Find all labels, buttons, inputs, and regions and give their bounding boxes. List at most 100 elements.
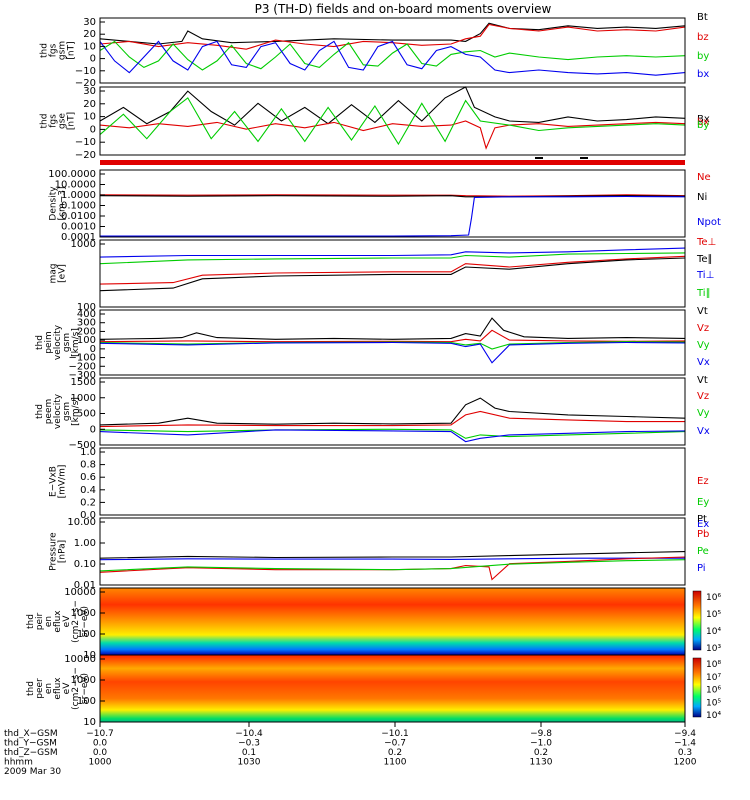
panel-frame <box>99 86 686 156</box>
y-axis-label-line: eflux <box>53 677 63 700</box>
panel-p9: 10⁶ 10⁵ 10⁴ 10³ 10000 1000 100 10 thdpeireneflux… <box>26 587 721 661</box>
status-bar-red <box>100 160 685 165</box>
y-axis-label-line: thd <box>35 404 45 419</box>
y-axis-label-line: en <box>44 683 54 694</box>
x-tick-label: 1100 <box>384 758 407 768</box>
series-line-Pi <box>99 557 685 561</box>
y-axis-label: thdpeirenefluxeV(cm2−s−sr−eV) <box>26 600 90 643</box>
x-tick-label: 1000 <box>89 758 112 768</box>
y-tick-label: −20 <box>75 150 96 161</box>
chart-title: P3 (TH-D) fields and on-board moments ov… <box>255 2 552 16</box>
y-tick-label: 0.6 <box>80 472 96 483</box>
series-line-bx <box>99 40 686 76</box>
legend-Pb: Pb <box>697 529 709 540</box>
y-axis-label-line: (cm2−s− <box>71 600 81 643</box>
x-axis-labels: thd_X−GSM −10.7 −10.4 −10.1 −9.8 −9.4 thd_Y−GS… <box>4 722 697 777</box>
y-tick-label: 10 <box>83 717 96 728</box>
colorbar-label: 10⁶ <box>706 686 721 696</box>
x-axis-date: 2009 Mar 30 <box>4 767 61 777</box>
y-tick-label: −100 <box>69 353 96 364</box>
legend-bx: bx <box>697 69 709 80</box>
panel-frame <box>99 447 686 516</box>
x-tick-label: 0.0 <box>93 739 108 749</box>
series-line-Ne <box>99 194 686 197</box>
series-line-Vz <box>99 329 686 343</box>
legend-Ne: Ne <box>697 172 711 183</box>
legend-Vx: Vx <box>697 357 710 368</box>
y-tick-label: 30 <box>83 17 96 28</box>
y-axis-label-line: [km/s] <box>71 328 81 357</box>
y-tick-label: −20 <box>75 78 96 89</box>
series-line-Vx <box>99 341 686 364</box>
y-tick-label: 0.0 <box>80 510 96 521</box>
x-tick-label: 0.3 <box>678 748 692 758</box>
x-tick-label: −1.0 <box>530 739 552 749</box>
y-axis-label-line: Pressure <box>49 532 59 571</box>
panel-p3: 100.000010.00001.00000.10000.01000.00100… <box>48 169 721 243</box>
y-axis-label-line: fgs <box>49 43 59 57</box>
y-tick-label: −10 <box>75 137 96 148</box>
x-tick-label: 0.1 <box>242 748 256 758</box>
series-line-by <box>99 97 686 146</box>
y-axis-label-line: fgs <box>49 114 59 128</box>
y-tick-label: 300 <box>77 318 96 329</box>
legend-by: by <box>697 51 709 62</box>
y-tick-label: 0.10 <box>74 559 96 570</box>
x-axis-row-label: thd_X−GSM <box>4 729 58 739</box>
y-axis-label: thdpeemvelocitygsm[km/s] <box>35 393 81 429</box>
y-axis-label-line: gsm <box>62 402 72 421</box>
y-tick-label: 0.0001 <box>61 232 96 243</box>
y-tick-label: −200 <box>69 361 96 372</box>
y-tick-label: 1500 <box>71 377 96 388</box>
y-tick-label: 10 <box>83 112 96 123</box>
legend-Ni: Ni <box>697 192 707 203</box>
y-tick-label: −10 <box>75 66 96 77</box>
legend-Pt: Pt <box>697 514 707 525</box>
series-line-Vt <box>99 317 686 340</box>
y-axis-label-line: [eV] <box>58 264 68 283</box>
legend-Vx: Vx <box>697 426 710 437</box>
legend-Vz: Vz <box>697 391 709 402</box>
y-tick-label: 0 <box>90 344 96 355</box>
x-tick-label: −0.3 <box>238 739 260 749</box>
legend-Ez: Ez <box>697 476 709 487</box>
y-tick-label: 20 <box>83 99 96 110</box>
panel-frame <box>99 309 686 376</box>
y-axis-label: thdfgsgsm[nT] <box>40 41 77 60</box>
x-tick-label: 0.2 <box>534 748 548 758</box>
series-line-Npot <box>100 195 686 237</box>
y-axis-label-line: [nPa] <box>58 540 68 563</box>
y-tick-label: 1000 <box>71 393 96 404</box>
series-line-Pb <box>99 556 686 581</box>
panel-frame <box>99 517 686 586</box>
panel-frame <box>99 169 686 238</box>
spectrogram-p10 <box>100 655 685 722</box>
legend-Bx: Bx <box>697 114 710 125</box>
y-axis-label-line: thd <box>40 43 50 58</box>
y-axis-label-line: sr−eV) <box>80 606 90 637</box>
series-line-Ti⊥ <box>99 247 686 258</box>
panel-p10: 10⁸ 10⁷ 10⁶ 10⁵ 10⁴ 10000 1000 100 10 thdpeerenef… <box>26 654 721 728</box>
legend-Vy: Vy <box>697 408 710 419</box>
y-tick-label: 20 <box>83 29 96 40</box>
x-tick-label: −10.4 <box>235 729 263 739</box>
y-tick-label: 10000 <box>64 587 96 598</box>
colorbar <box>692 657 702 718</box>
y-axis-label-line: E−VxB <box>49 466 59 497</box>
y-axis-label-line: [nT] <box>67 41 77 59</box>
series-line-Pt <box>99 551 686 559</box>
x-tick-label: 1030 <box>238 758 261 768</box>
series-line-Vt <box>99 397 686 426</box>
status-bar <box>100 157 685 165</box>
series-line-by <box>99 40 686 71</box>
series-line-Bt <box>99 22 686 45</box>
y-tick-label: 10.00 <box>67 517 96 528</box>
series-line-bx <box>99 120 686 150</box>
x-tick-label: −10.7 <box>86 729 114 739</box>
panel-p6: 1500 1000 500 0 −500 thdpeemvelocitygsm[km/s]… <box>35 375 710 451</box>
y-axis-label: Pressure[nPa] <box>49 532 68 571</box>
y-axis-label-line: thd <box>26 614 36 629</box>
colorbar-label: 10⁷ <box>706 673 721 683</box>
